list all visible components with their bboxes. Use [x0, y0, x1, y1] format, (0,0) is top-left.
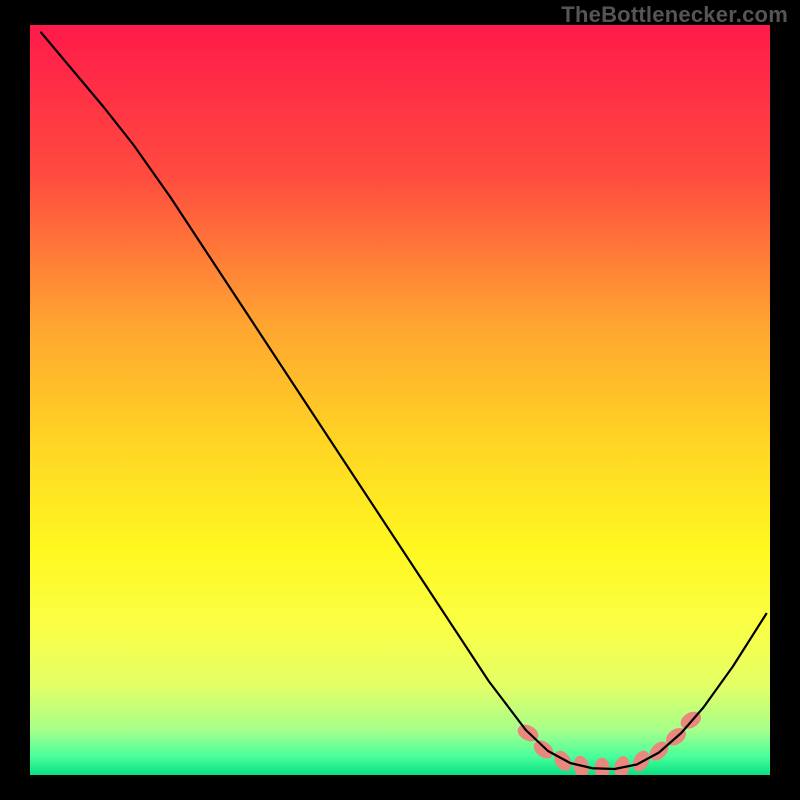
- watermark: TheBottlenecker.com: [561, 2, 788, 28]
- gradient-background: [30, 25, 770, 775]
- frame-bottom: [0, 775, 800, 800]
- plot-area: [30, 25, 770, 775]
- plot-svg: [30, 25, 770, 775]
- frame-left: [0, 0, 30, 800]
- frame-right: [770, 0, 800, 800]
